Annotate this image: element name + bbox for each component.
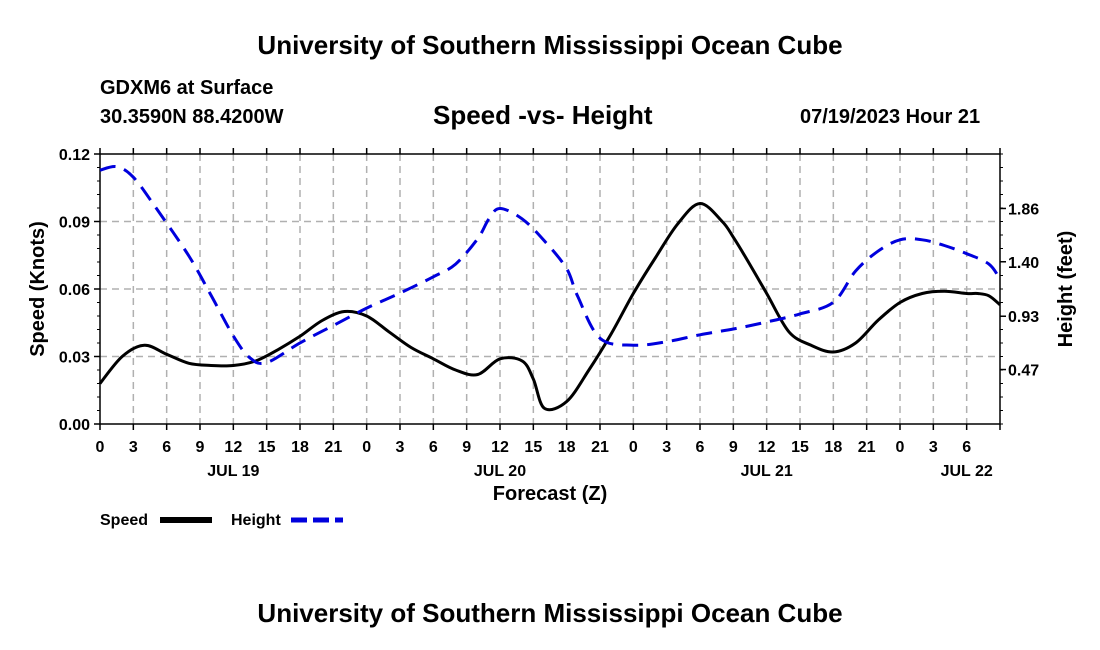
x-date-label: JUL 22 xyxy=(941,463,993,480)
x-tick-label: 3 xyxy=(662,439,671,456)
y-right-tick-label: 0.47 xyxy=(1008,363,1039,380)
x-date-label: JUL 20 xyxy=(474,463,526,480)
legend-label-height: Height xyxy=(231,512,281,529)
x-tick-label: 0 xyxy=(629,439,638,456)
x-tick-label: 6 xyxy=(696,439,705,456)
y-left-tick-label: 0.00 xyxy=(59,417,90,434)
x-tick-label: 0 xyxy=(362,439,371,456)
legend-label-speed: Speed xyxy=(100,512,148,529)
x-tick-label: 6 xyxy=(162,439,171,456)
x-tick-label: 15 xyxy=(524,439,542,456)
x-tick-label: 15 xyxy=(791,439,809,456)
x-tick-label: 3 xyxy=(129,439,138,456)
y-right-tick-label: 1.40 xyxy=(1008,255,1039,272)
chart-title: University of Southern Mississippi Ocean… xyxy=(257,30,843,60)
x-tick-label: 12 xyxy=(224,439,242,456)
x-tick-label: 21 xyxy=(858,439,876,456)
x-date-label: JUL 21 xyxy=(741,463,793,480)
x-tick-label: 3 xyxy=(929,439,938,456)
x-tick-label: 0 xyxy=(96,439,105,456)
x-tick-label: 12 xyxy=(758,439,776,456)
x-tick-label: 18 xyxy=(291,439,309,456)
x-tick-label: 18 xyxy=(824,439,842,456)
coordinates-label: 30.3590N 88.4200W xyxy=(100,106,284,128)
chart-subtitle: Speed -vs- Height xyxy=(433,100,653,130)
x-tick-label: 15 xyxy=(258,439,276,456)
x-tick-label: 21 xyxy=(591,439,609,456)
x-date-label: JUL 19 xyxy=(207,463,259,480)
x-tick-label: 6 xyxy=(429,439,438,456)
y-left-axis-title: Speed (Knots) xyxy=(27,221,49,357)
x-tick-label: 9 xyxy=(729,439,738,456)
speed-series-line xyxy=(98,202,1001,412)
x-tick-label: 12 xyxy=(491,439,509,456)
x-tick-label: 9 xyxy=(196,439,205,456)
footer-title: University of Southern Mississippi Ocean… xyxy=(257,598,843,628)
y-left-tick-label: 0.06 xyxy=(59,282,90,299)
x-tick-label: 9 xyxy=(462,439,471,456)
x-tick-label: 6 xyxy=(962,439,971,456)
y-right-tick-label: 1.86 xyxy=(1008,201,1039,218)
y-right-axis-title: Height (feet) xyxy=(1055,231,1077,348)
y-left-tick-label: 0.12 xyxy=(59,147,90,164)
y-right-tick-label: 0.93 xyxy=(1008,309,1039,326)
x-tick-label: 21 xyxy=(324,439,342,456)
height-series-line xyxy=(99,165,1002,366)
plot-frame xyxy=(99,153,1001,425)
x-tick-label: 18 xyxy=(558,439,576,456)
x-tick-label: 3 xyxy=(396,439,405,456)
station-label: GDXM6 at Surface xyxy=(100,77,274,99)
x-axis-title: Forecast (Z) xyxy=(493,483,607,505)
y-left-tick-label: 0.09 xyxy=(59,215,90,232)
datetime-label: 07/19/2023 Hour 21 xyxy=(800,106,981,128)
x-tick-label: 0 xyxy=(896,439,905,456)
y-left-tick-label: 0.03 xyxy=(59,350,90,367)
